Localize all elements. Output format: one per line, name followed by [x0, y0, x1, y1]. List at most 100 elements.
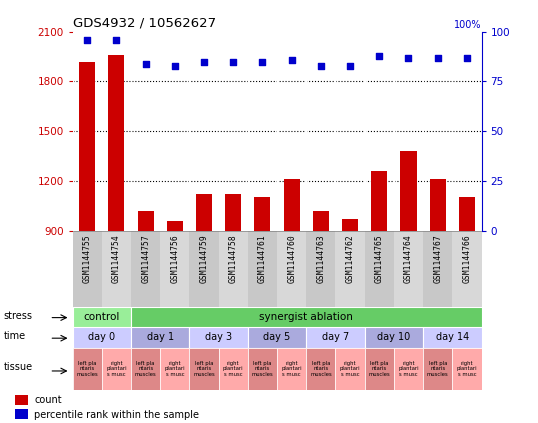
Text: stress: stress: [4, 310, 33, 321]
Bar: [423, 348, 452, 390]
Text: GSM1144757: GSM1144757: [141, 234, 150, 283]
Text: GSM1144767: GSM1144767: [433, 234, 442, 283]
Point: [229, 58, 238, 65]
Bar: [225, 194, 241, 231]
Bar: [15, 409, 28, 420]
Bar: [423, 231, 452, 307]
Bar: [73, 307, 131, 327]
Bar: [394, 231, 423, 307]
Bar: [15, 395, 28, 405]
Bar: [254, 198, 271, 231]
Bar: [109, 55, 124, 231]
Bar: [189, 327, 248, 348]
Bar: [306, 231, 336, 307]
Text: left pla
ntaris
muscles: left pla ntaris muscles: [310, 361, 332, 377]
Bar: [131, 307, 482, 327]
Text: left pla
ntaris
muscles: left pla ntaris muscles: [369, 361, 390, 377]
Point: [141, 60, 150, 67]
Bar: [277, 348, 306, 390]
Point: [83, 36, 91, 43]
Bar: [365, 231, 394, 307]
Bar: [102, 231, 131, 307]
Bar: [218, 348, 248, 390]
Text: synergist ablation: synergist ablation: [259, 312, 353, 321]
Text: control: control: [83, 312, 120, 321]
Text: tissue: tissue: [4, 362, 33, 372]
Text: 100%: 100%: [454, 20, 482, 30]
Bar: [138, 211, 154, 231]
Text: count: count: [34, 395, 62, 405]
Bar: [284, 179, 300, 231]
Bar: [73, 348, 102, 390]
Text: GSM1144755: GSM1144755: [83, 234, 92, 283]
Text: day 14: day 14: [436, 332, 469, 342]
Text: time: time: [4, 331, 26, 341]
Text: right
plantari
s musc: right plantari s musc: [457, 361, 477, 377]
Text: GSM1144763: GSM1144763: [316, 234, 325, 283]
Bar: [371, 171, 387, 231]
Text: day 5: day 5: [264, 332, 291, 342]
Bar: [365, 327, 423, 348]
Bar: [189, 348, 218, 390]
Bar: [102, 348, 131, 390]
Bar: [160, 348, 189, 390]
Bar: [306, 348, 336, 390]
Text: day 7: day 7: [322, 332, 349, 342]
Text: GSM1144761: GSM1144761: [258, 234, 267, 283]
Text: right
plantari
s musc: right plantari s musc: [106, 361, 127, 377]
Text: right
plantari
s musc: right plantari s musc: [165, 361, 185, 377]
Text: GSM1144758: GSM1144758: [229, 234, 238, 283]
Text: GSM1144754: GSM1144754: [112, 234, 121, 283]
Text: left pla
ntaris
muscles: left pla ntaris muscles: [427, 361, 449, 377]
Bar: [452, 348, 482, 390]
Bar: [248, 348, 277, 390]
Text: left pla
ntaris
muscles: left pla ntaris muscles: [193, 361, 215, 377]
Point: [171, 62, 179, 69]
Bar: [79, 61, 95, 231]
Point: [346, 62, 355, 69]
Point: [258, 58, 267, 65]
Text: right
plantari
s musc: right plantari s musc: [281, 361, 302, 377]
Point: [287, 56, 296, 63]
Text: right
plantari
s musc: right plantari s musc: [340, 361, 360, 377]
Bar: [218, 231, 248, 307]
Bar: [430, 179, 445, 231]
Bar: [342, 219, 358, 231]
Text: GSM1144766: GSM1144766: [462, 234, 471, 283]
Bar: [306, 327, 365, 348]
Bar: [131, 231, 160, 307]
Bar: [248, 231, 277, 307]
Bar: [73, 327, 131, 348]
Text: left pla
ntaris
muscles: left pla ntaris muscles: [252, 361, 273, 377]
Bar: [336, 231, 365, 307]
Text: right
plantari
s musc: right plantari s musc: [398, 361, 419, 377]
Bar: [452, 231, 482, 307]
Text: day 10: day 10: [377, 332, 410, 342]
Bar: [196, 194, 212, 231]
Text: right
plantari
s musc: right plantari s musc: [223, 361, 244, 377]
Bar: [131, 327, 189, 348]
Point: [404, 54, 413, 61]
Bar: [277, 231, 306, 307]
Bar: [189, 231, 218, 307]
Bar: [336, 348, 365, 390]
Text: percentile rank within the sample: percentile rank within the sample: [34, 409, 200, 420]
Text: GSM1144764: GSM1144764: [404, 234, 413, 283]
Text: day 1: day 1: [147, 332, 174, 342]
Text: day 0: day 0: [88, 332, 115, 342]
Text: GSM1144759: GSM1144759: [200, 234, 209, 283]
Text: GDS4932 / 10562627: GDS4932 / 10562627: [73, 16, 216, 29]
Bar: [248, 327, 306, 348]
Point: [112, 36, 121, 43]
Text: GSM1144756: GSM1144756: [171, 234, 179, 283]
Point: [200, 58, 208, 65]
Text: left pla
ntaris
muscles: left pla ntaris muscles: [76, 361, 98, 377]
Bar: [365, 348, 394, 390]
Bar: [313, 211, 329, 231]
Text: day 3: day 3: [205, 332, 232, 342]
Bar: [400, 151, 416, 231]
Bar: [131, 348, 160, 390]
Bar: [160, 231, 189, 307]
Text: left pla
ntaris
muscles: left pla ntaris muscles: [135, 361, 157, 377]
Point: [316, 62, 325, 69]
